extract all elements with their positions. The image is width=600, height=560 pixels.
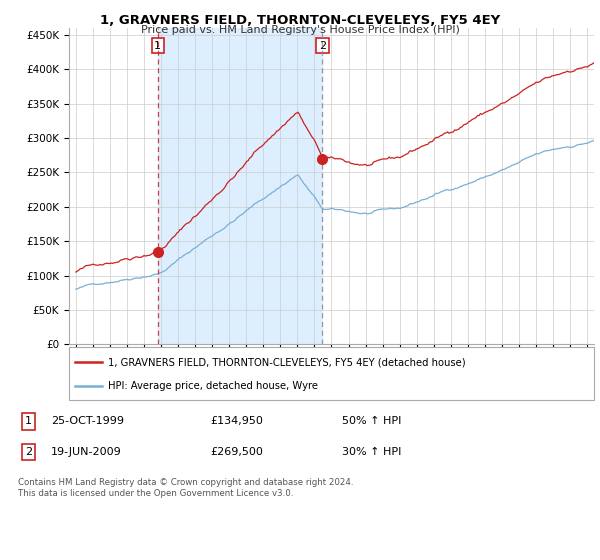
Text: 2: 2 <box>319 41 326 50</box>
Text: 1: 1 <box>25 417 32 426</box>
Text: 1: 1 <box>154 41 161 50</box>
Text: 1, GRAVNERS FIELD, THORNTON-CLEVELEYS, FY5 4EY (detached house): 1, GRAVNERS FIELD, THORNTON-CLEVELEYS, F… <box>108 357 466 367</box>
Text: HPI: Average price, detached house, Wyre: HPI: Average price, detached house, Wyre <box>108 380 318 390</box>
Text: 25-OCT-1999: 25-OCT-1999 <box>51 417 124 426</box>
Text: Contains HM Land Registry data © Crown copyright and database right 2024.
This d: Contains HM Land Registry data © Crown c… <box>18 478 353 498</box>
Text: 50% ↑ HPI: 50% ↑ HPI <box>342 417 401 426</box>
Text: 30% ↑ HPI: 30% ↑ HPI <box>342 447 401 457</box>
Text: 1, GRAVNERS FIELD, THORNTON-CLEVELEYS, FY5 4EY: 1, GRAVNERS FIELD, THORNTON-CLEVELEYS, F… <box>100 14 500 27</box>
Text: £269,500: £269,500 <box>210 447 263 457</box>
Text: Price paid vs. HM Land Registry's House Price Index (HPI): Price paid vs. HM Land Registry's House … <box>140 25 460 35</box>
Text: 2: 2 <box>25 447 32 457</box>
Text: £134,950: £134,950 <box>210 417 263 426</box>
Bar <box>158 28 322 344</box>
Text: 19-JUN-2009: 19-JUN-2009 <box>51 447 122 457</box>
